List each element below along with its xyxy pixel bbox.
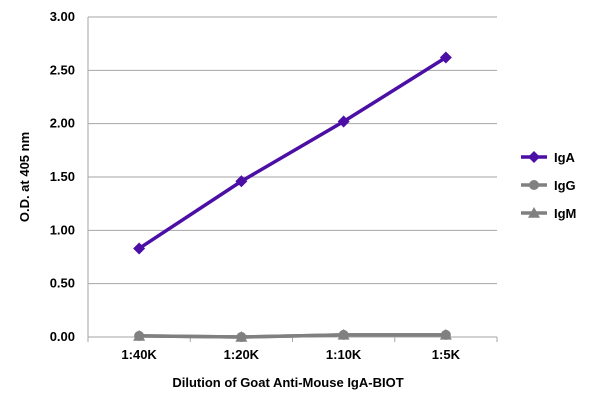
data-point-IgG: [236, 332, 247, 342]
y-tick-label: 0.00: [50, 329, 75, 344]
legend-marker: [528, 151, 540, 163]
legend: IgA IgG IgM: [521, 150, 576, 221]
x-tick-label: 1:20K: [224, 347, 260, 362]
y-tick-label: 0.50: [50, 276, 75, 291]
x-tick-labels: 1:40K 1:20K 1:10K 1:5K: [121, 347, 460, 362]
series-IgG: [134, 329, 451, 342]
y-tick-labels: 0.00 0.50 1.00 1.50 2.00 2.50 3.00: [50, 9, 75, 344]
data-point-IgA: [235, 175, 248, 188]
legend-item-IgA: IgA: [521, 150, 576, 165]
data-point-IgA: [439, 51, 452, 64]
series-IgA: [133, 51, 452, 255]
legend-label: IgA: [554, 150, 576, 165]
grid-lines: [88, 16, 497, 285]
legend-label: IgG: [554, 178, 576, 193]
legend-marker: [528, 207, 540, 218]
data-point-IgA: [337, 115, 350, 128]
legend-item-IgM: IgM: [521, 206, 576, 221]
x-tick-label: 1:5K: [432, 347, 461, 362]
y-tick-label: 2.00: [50, 116, 75, 131]
legend-marker: [529, 180, 539, 190]
x-tick-label: 1:40K: [121, 347, 157, 362]
y-tick-label: 2.50: [50, 62, 75, 77]
data-point-IgG: [134, 330, 145, 341]
y-tick-label: 1.00: [50, 222, 75, 237]
data-point-IgG: [440, 329, 451, 340]
series-line-IgG: [139, 333, 446, 339]
series-line-IgA: [138, 56, 447, 250]
y-axis-title: O.D. at 405 nm: [17, 132, 32, 222]
y-tick-label: 1.50: [50, 169, 75, 184]
y-tick-label: 3.00: [50, 9, 75, 24]
x-tick-label: 1:10K: [326, 347, 362, 362]
legend-label: IgM: [554, 206, 576, 221]
data-point-IgA: [133, 242, 146, 255]
data-point-IgG: [338, 329, 349, 340]
data-series: [133, 51, 452, 342]
x-axis-title: Dilution of Goat Anti-Mouse IgA-BIOT: [172, 375, 403, 390]
legend-item-IgG: IgG: [521, 178, 576, 193]
